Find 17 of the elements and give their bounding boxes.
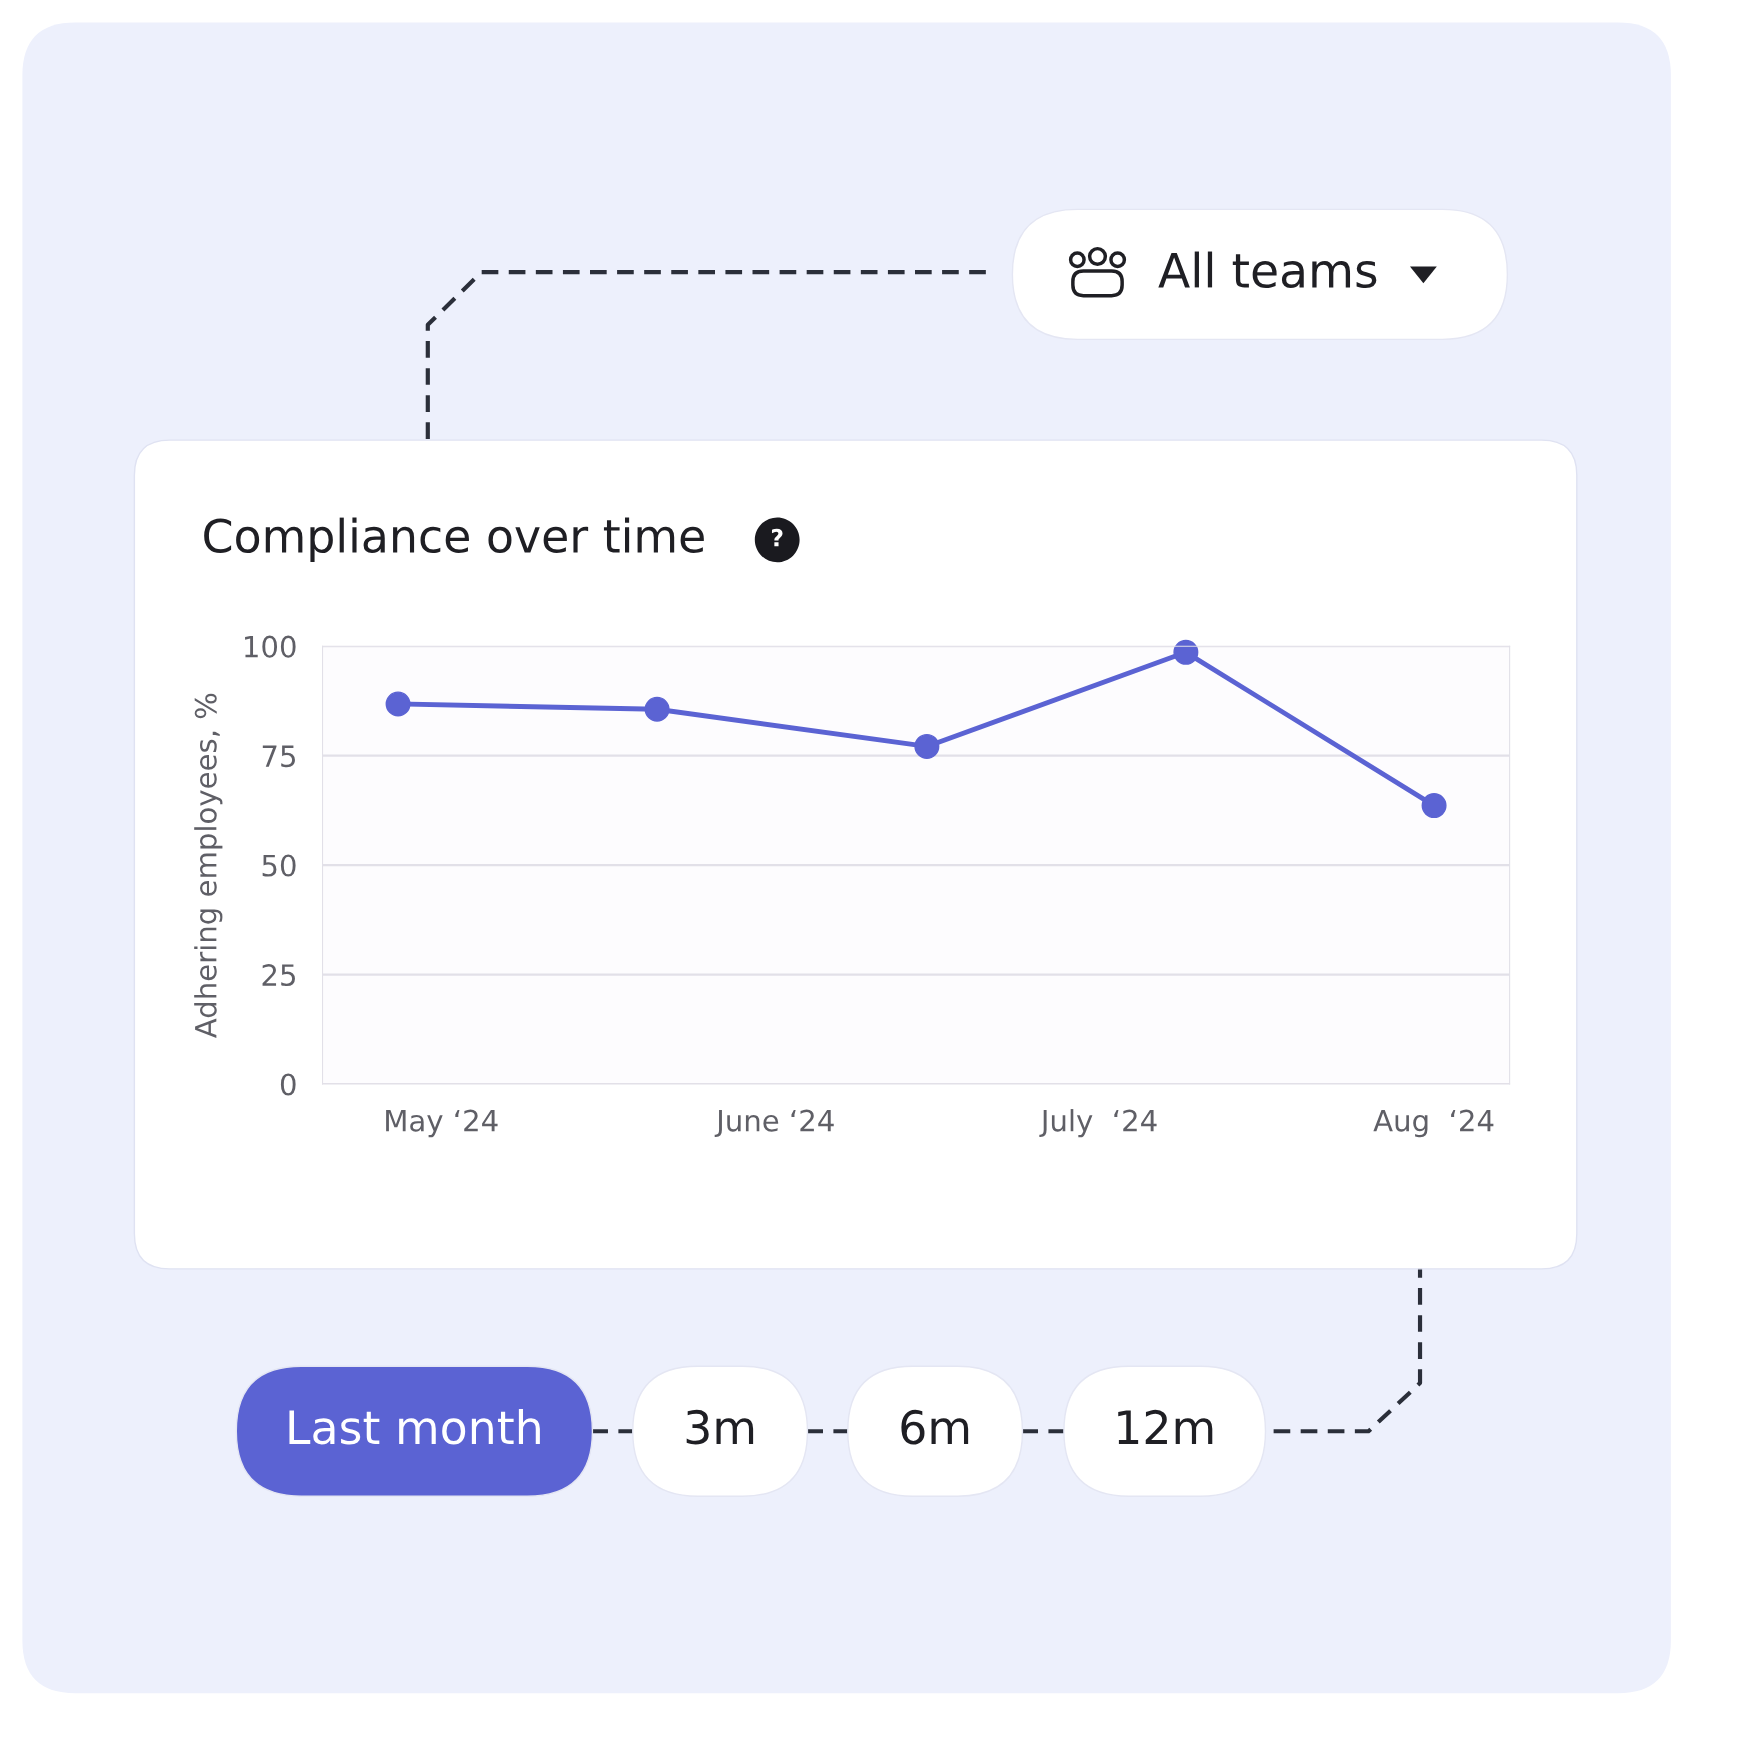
x-tick-label: May ‘24 [386, 1109, 498, 1138]
y-tick-label: 25 [262, 964, 295, 987]
text: Last month [289, 1409, 540, 1445]
text: 3m [686, 1409, 754, 1445]
y-tick-label: 75 [262, 745, 295, 768]
text: All teams [1158, 251, 1377, 289]
y-tick-label: 50 [262, 854, 296, 877]
y-tick-label: 100 [245, 635, 296, 658]
x-tick-label: Aug ‘24 [1373, 1109, 1494, 1138]
x-tick-label: June ‘24 [714, 1109, 834, 1138]
text: 6m [901, 1409, 969, 1445]
y-tick-label: 0 [280, 1073, 296, 1096]
text: 12m [1118, 1409, 1213, 1444]
x-tick-label: July ‘24 [1039, 1109, 1157, 1138]
y-axis-title: Adhering employees, % [194, 693, 223, 1038]
text: ? [771, 528, 783, 547]
chart-title: Compliance over time [204, 517, 704, 562]
